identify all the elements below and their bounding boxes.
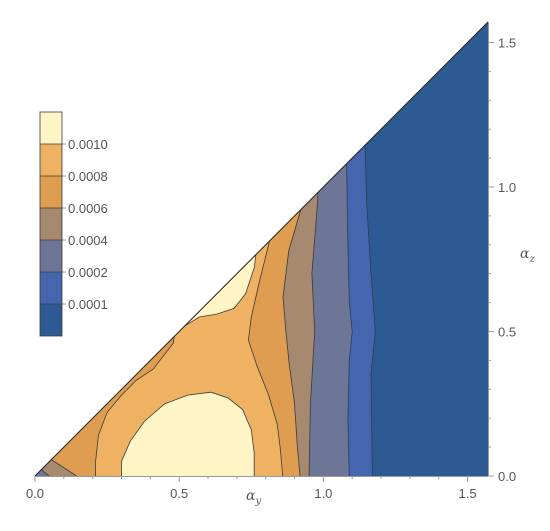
legend-label: 0.0006 — [68, 201, 108, 216]
x-tick-label: 1.5 — [459, 486, 477, 501]
x-axis-label-sub: y — [254, 496, 261, 507]
domain-boundary-diagonal — [34, 21, 489, 477]
y-tick-label: 0.5 — [498, 324, 516, 339]
x-tick-label: 1.0 — [314, 486, 332, 501]
x-tick-label: 0.0 — [26, 486, 44, 501]
y-tick-label: 1.0 — [498, 180, 516, 195]
legend-frame — [39, 111, 63, 337]
y-axis-label-sub: z — [528, 254, 535, 265]
legend-swatch — [40, 240, 62, 272]
x-axis-label: αy — [246, 488, 261, 507]
legend-swatch — [40, 304, 62, 336]
x-axis-label-base: α — [246, 488, 256, 504]
legend-swatch — [40, 144, 62, 176]
x-axis-ticks: 0.0 0.5 1.0 1.5 — [26, 476, 477, 501]
legend-label: 0.0004 — [68, 233, 108, 248]
legend-swatch — [40, 272, 62, 304]
legend-label: 0.0008 — [68, 169, 108, 184]
y-tick-label: 0.0 — [498, 469, 516, 484]
y-axis-label-base: α — [520, 246, 530, 262]
legend: 0.0010 0.0008 0.0006 0.0004 0.0002 0.0001 — [39, 111, 108, 337]
legend-label: 0.0001 — [68, 297, 108, 312]
legend-label: 0.0010 — [68, 137, 108, 152]
x-tick-label: 0.5 — [170, 486, 188, 501]
y-axis-label: αz — [520, 246, 535, 265]
legend-label: 0.0002 — [68, 265, 108, 280]
legend-swatch — [40, 112, 62, 144]
y-tick-label: 1.5 — [498, 35, 516, 50]
legend-swatch — [40, 176, 62, 208]
y-axis-ticks: 0.0 0.5 1.0 1.5 — [488, 35, 516, 484]
legend-swatch — [40, 208, 62, 240]
